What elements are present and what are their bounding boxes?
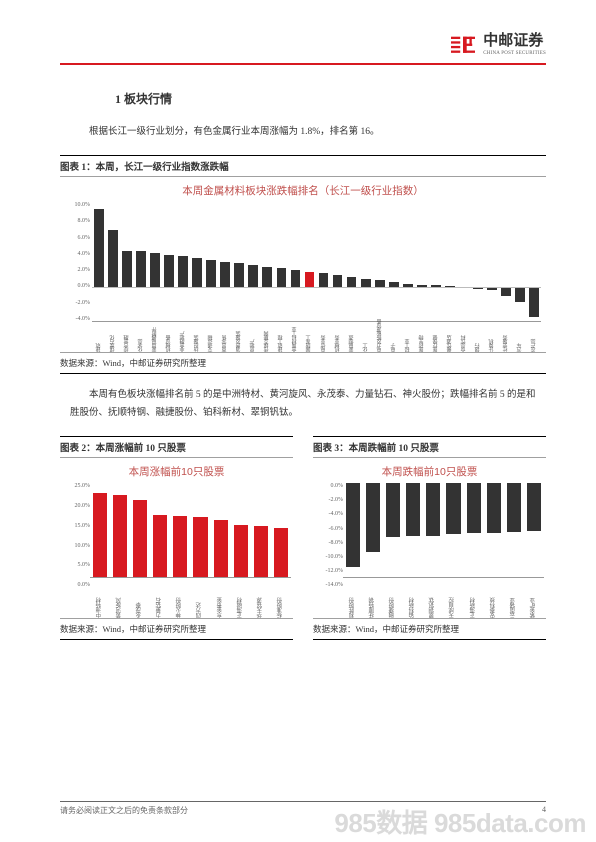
chart-3-area: 0.0%-2.0%-4.0%-6.0%-8.0%-10.0%-12.0%-14.…: [313, 483, 546, 618]
page-header: 中邮证券 CHINA POST SECURITIES: [60, 30, 546, 65]
chart-3-source: 数据来源：Wind，中邮证券研究所整理: [313, 618, 546, 640]
chart-1-caption: 图表 1：本周，长江一级行业指数涨跌幅: [60, 155, 546, 177]
paragraph-2: 本周有色板块涨幅排名前 5 的是中洲特材、黄河旋风、永茂泰、力量钻石、神火股份；…: [60, 386, 546, 422]
page-footer: 请务必阅读正文之后的免责条款部分 4: [60, 801, 546, 816]
section-title: 1 板块行情: [115, 90, 546, 107]
chart-2-block: 图表 2：本周涨幅前 10 只股票 本周涨幅前10只股票 25.0%20.0%1…: [60, 436, 293, 640]
chart-2-area: 25.0%20.0%15.0%10.0%5.0%0.0% 中洲特材黄河旋风永茂泰…: [60, 483, 293, 618]
page-number: 4: [542, 805, 546, 816]
chart-3-caption: 图表 3：本周跌幅前 10 只股票: [313, 436, 546, 458]
chart-2-caption: 图表 2：本周涨幅前 10 只股票: [60, 436, 293, 458]
chart-3-block: 图表 3：本周跌幅前 10 只股票 本周跌幅前10只股票 0.0%-2.0%-4…: [313, 436, 546, 640]
china-post-icon: [449, 33, 477, 57]
paragraph-1: 根据长江一级行业划分，有色金属行业本周涨幅为 1.8%，排名第 16。: [60, 123, 546, 141]
logo-text-cn: 中邮证券: [483, 34, 546, 49]
chart-1-block: 图表 1：本周，长江一级行业指数涨跌幅 本周金属材料板块涨跌幅排名（长江一级行业…: [60, 155, 546, 374]
chart-1-area: 10.0%8.0%6.0%4.0%2.0%0.0%-2.0%-4.0% 建筑煤炭…: [60, 202, 546, 352]
chart-1-source: 数据来源：Wind，中邮证券研究所整理: [60, 352, 546, 374]
chart-2-title: 本周涨幅前10只股票: [60, 464, 293, 479]
brand-logo: 中邮证券 CHINA POST SECURITIES: [449, 33, 546, 57]
footer-disclaimer: 请务必阅读正文之后的免责条款部分: [60, 805, 188, 816]
chart-3-title: 本周跌幅前10只股票: [313, 464, 546, 479]
chart-1-title: 本周金属材料板块涨跌幅排名（长江一级行业指数）: [60, 183, 546, 198]
chart-2-source: 数据来源：Wind，中邮证券研究所整理: [60, 618, 293, 640]
logo-text-en: CHINA POST SECURITIES: [483, 51, 546, 56]
